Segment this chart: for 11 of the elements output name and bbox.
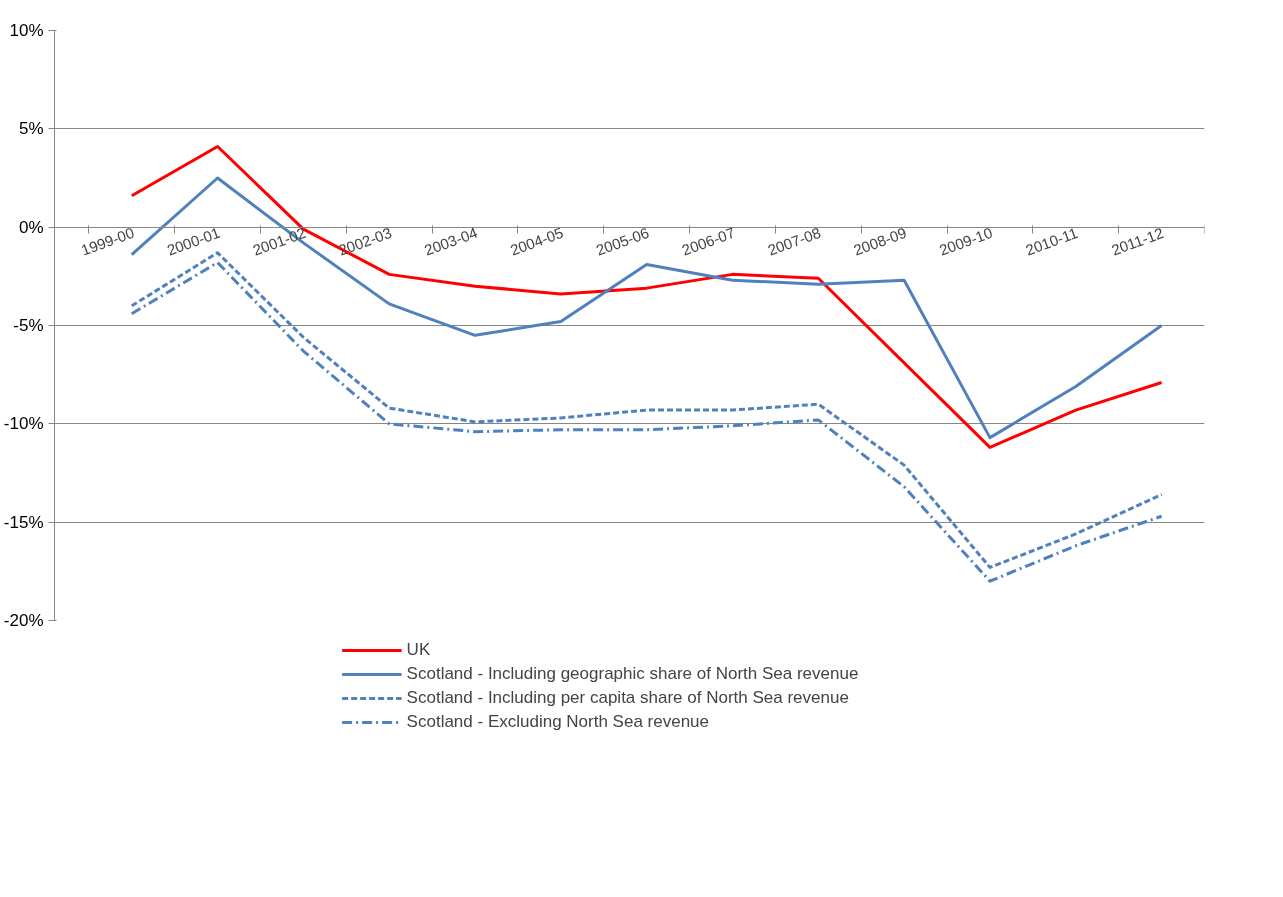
legend-label: UK (406, 640, 431, 660)
y-tick-label: -15% (3, 512, 44, 532)
legend-label: Scotland - Excluding North Sea revenue (406, 712, 710, 732)
legend-label: Scotland - Including per capita share of North Sea revenue (406, 688, 849, 708)
y-tick-label: -20% (3, 611, 44, 630)
y-tick-label: -5% (13, 316, 44, 335)
y-tick-label: 10% (9, 21, 44, 40)
y-tick-label: 5% (18, 119, 44, 139)
legend-label: Scotland - Including geographic share of North Sea revenue (406, 664, 859, 684)
y-tick-label: 0% (18, 217, 44, 237)
y-tick-label: -10% (3, 414, 44, 434)
